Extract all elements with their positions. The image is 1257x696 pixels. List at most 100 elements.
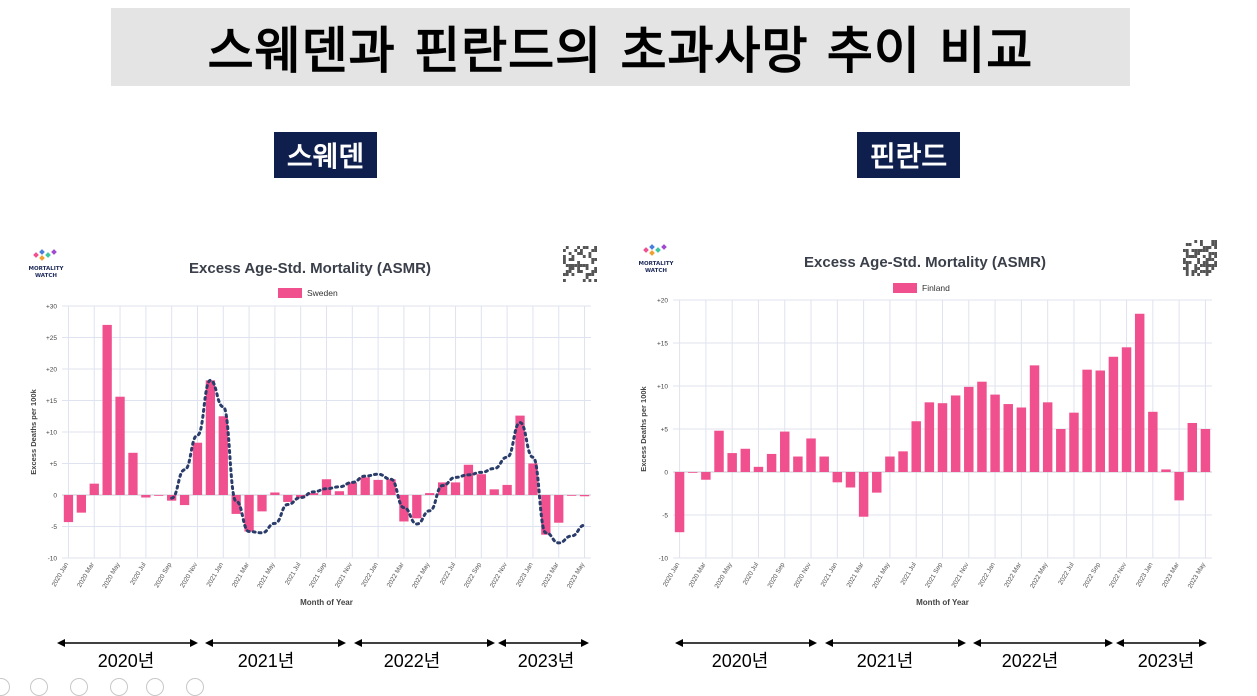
qr-module (565, 246, 569, 249)
qr-module (1197, 267, 1200, 270)
qr-module (1185, 270, 1189, 273)
y-tick-label: +25 (46, 335, 57, 342)
data-bar (1056, 429, 1066, 472)
data-bar (727, 453, 737, 472)
qr-module (1214, 252, 1217, 255)
qr-module (1211, 258, 1215, 261)
qr-module (1214, 243, 1217, 246)
arrow-head-right-icon (581, 639, 589, 647)
trend-dotted-line (170, 378, 587, 545)
qr-module (571, 258, 575, 261)
data-bar (347, 482, 357, 495)
data-bar (102, 324, 112, 495)
y-tick-label: +15 (46, 398, 57, 405)
qr-module (1202, 255, 1206, 258)
grid-icon[interactable] (110, 678, 128, 696)
qr-module (571, 273, 575, 276)
data-bar (541, 495, 551, 535)
play-icon[interactable] (30, 678, 48, 696)
qr-module (1194, 252, 1198, 255)
chart-title: Excess Age-Std. Mortality (ASMR) (804, 254, 1046, 271)
qr-module (1202, 261, 1206, 264)
data-bar (141, 495, 151, 498)
data-bar (714, 430, 724, 472)
qr-module (1202, 246, 1206, 249)
data-bar (964, 386, 974, 472)
qr-module (1208, 258, 1212, 261)
data-bar (437, 482, 448, 495)
qr-module (1185, 267, 1189, 270)
zoom-icon[interactable] (146, 678, 164, 696)
qr-module (1191, 273, 1195, 276)
title-banner: 스웨덴과 핀란드의 초과사망 추이 비교 (111, 8, 1130, 86)
qr-module (563, 279, 566, 282)
qr-module (1194, 255, 1198, 258)
qr-module (1205, 273, 1209, 276)
y-tick-label: +5 (50, 461, 58, 468)
qr-module (565, 270, 569, 273)
x-tick-label: 2022 Nov (489, 561, 509, 589)
data-bar (296, 495, 306, 499)
qr-module (594, 258, 597, 261)
data-bar (308, 493, 319, 495)
year-label: 2022년 (384, 651, 441, 671)
x-tick-label: 2020 Mar (688, 561, 708, 589)
x-tick-label: 2021 Sep (924, 561, 944, 589)
data-bar (990, 394, 1000, 472)
data-bar (231, 495, 241, 514)
x-tick-label: 2021 Mar (846, 561, 866, 589)
data-bar (858, 472, 869, 517)
qr-module (582, 279, 586, 282)
arrow-head-right-icon (1199, 639, 1207, 647)
qr-module (577, 267, 580, 270)
qr-module (1205, 261, 1209, 264)
data-bar (76, 495, 86, 513)
qr-module (594, 249, 597, 252)
logo-text-line2: WATCH (35, 273, 57, 279)
year-label: 2023년 (518, 651, 575, 671)
qr-module (1194, 270, 1198, 273)
y-tick-label: -5 (662, 513, 668, 520)
pen-icon[interactable] (70, 678, 88, 696)
year-label: 2021년 (238, 651, 295, 671)
qr-module (1202, 270, 1206, 273)
y-tick-label: -10 (48, 556, 58, 563)
data-bar (780, 431, 790, 472)
qr-module (582, 264, 586, 267)
data-bar (766, 453, 777, 472)
qr-module (1214, 264, 1217, 267)
qr-module (1194, 267, 1198, 270)
data-bar (1200, 429, 1211, 472)
y-tick-label: 0 (53, 493, 57, 500)
data-bar (937, 403, 948, 472)
data-bar (1121, 347, 1132, 472)
data-bar (179, 495, 190, 506)
x-tick-label: 2020 Jul (129, 561, 148, 586)
x-tick-label: 2022 Sep (1082, 561, 1102, 589)
arrow-head-right-icon (809, 639, 817, 647)
data-bar (386, 479, 396, 495)
qr-module (1205, 249, 1209, 252)
x-tick-label: 2020 Sep (153, 561, 173, 589)
data-bar (819, 456, 829, 472)
x-tick-label: 2023 Mar (1161, 561, 1181, 589)
qr-module (1183, 249, 1186, 252)
x-tick-label: 2022 May (411, 561, 432, 590)
data-bar (1069, 412, 1079, 472)
qr-module (568, 264, 572, 267)
logo-text-line1: MORTALITY (638, 261, 674, 267)
qr-module (574, 264, 578, 267)
qr-module (1185, 273, 1189, 276)
year-label: 2020년 (98, 651, 155, 671)
x-tick-label: 2023 May (566, 561, 587, 590)
arrow-head-right-icon (338, 639, 346, 647)
qr-module (591, 249, 595, 252)
qr-module (563, 258, 566, 261)
data-bar (740, 448, 751, 472)
more-icon[interactable] (186, 678, 204, 696)
data-bar (89, 483, 99, 495)
qr-module (1200, 264, 1203, 267)
qr-module (1205, 258, 1209, 261)
qr-module (1185, 261, 1189, 264)
qr-module (1185, 249, 1189, 252)
